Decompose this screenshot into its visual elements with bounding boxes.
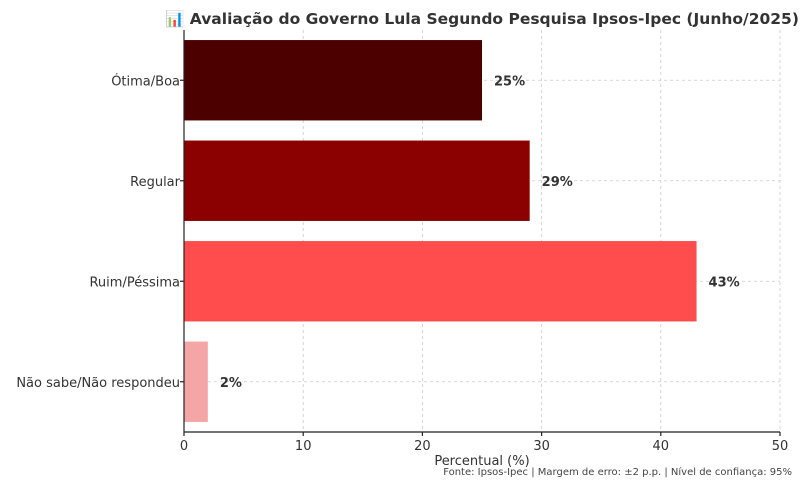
data-label: 2% (220, 376, 242, 391)
x-tick-label: 50 (772, 439, 789, 454)
category-label: Não sabe/Não respondeu (16, 376, 180, 391)
data-label: 25% (494, 74, 525, 89)
x-tick-label: 0 (180, 439, 188, 454)
chart-title: 📊 Avaliação do Governo Lula Segundo Pesq… (165, 9, 799, 28)
axes-layer (183, 30, 780, 433)
bar (184, 40, 482, 121)
x-tick-label: 40 (653, 439, 670, 454)
bar (184, 341, 208, 422)
data-label: 43% (709, 275, 740, 290)
data-label: 29% (542, 175, 573, 190)
category-label: Ruim/Péssima (89, 275, 180, 290)
bar (184, 241, 697, 322)
x-tick-label: 10 (295, 439, 312, 454)
bars-layer (184, 40, 697, 422)
category-label: Regular (130, 175, 181, 190)
x-tick-label: 20 (414, 439, 431, 454)
x-axis-title: Percentual (%) (434, 454, 529, 469)
labels-layer: 0 10 20 30 40 50 Ótima/Boa 25% Regular 29% Ruim/Pé… (16, 73, 788, 454)
category-label: Ótima/Boa (111, 73, 180, 89)
bar (184, 140, 530, 221)
x-tick-label: 30 (533, 439, 550, 454)
source-note: Fonte: Ipsos-Ipec | Margem de erro: ±2 p… (443, 466, 792, 478)
